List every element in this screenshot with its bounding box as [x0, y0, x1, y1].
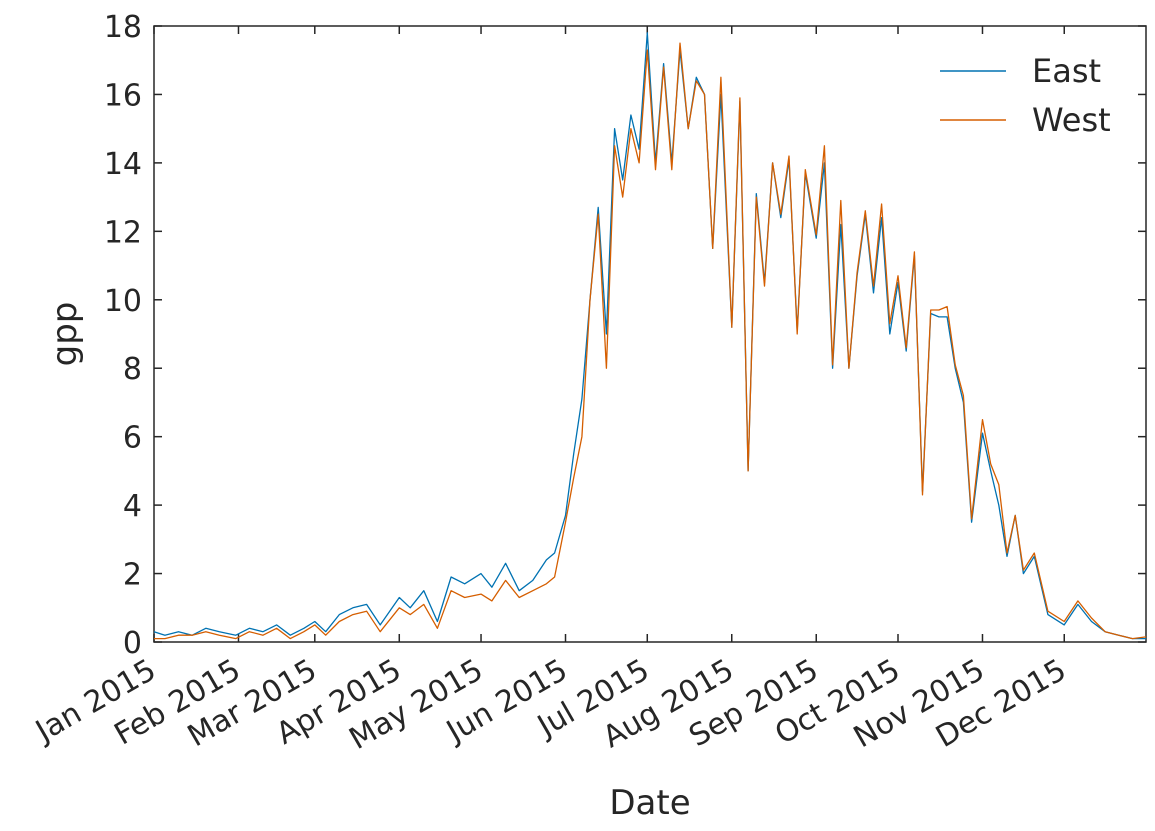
- y-tick-label: 8: [123, 352, 142, 387]
- series-lines: [153, 32, 1147, 640]
- y-tick-label: 2: [123, 558, 142, 593]
- y-axis: 0 2 4 6 8 10 12 14 16 18: [104, 10, 1146, 661]
- y-tick-label: 16: [104, 78, 142, 113]
- y-axis-title: gpp: [45, 302, 85, 367]
- series-line-west: [154, 42, 1147, 640]
- y-tick-label: 18: [104, 10, 142, 45]
- y-tick-label: 12: [104, 215, 142, 250]
- y-tick-label: 4: [123, 489, 142, 524]
- legend-label-west: West: [1032, 101, 1111, 139]
- y-tick-label: 6: [123, 421, 142, 456]
- y-tick-label: 10: [104, 284, 142, 319]
- y-tick-label: 14: [104, 147, 142, 182]
- plot-area: [153, 25, 1147, 643]
- x-axis-title: Date: [609, 783, 690, 823]
- legend: East West: [940, 52, 1111, 139]
- y-tick-label: 0: [123, 626, 142, 661]
- legend-label-east: East: [1032, 52, 1101, 90]
